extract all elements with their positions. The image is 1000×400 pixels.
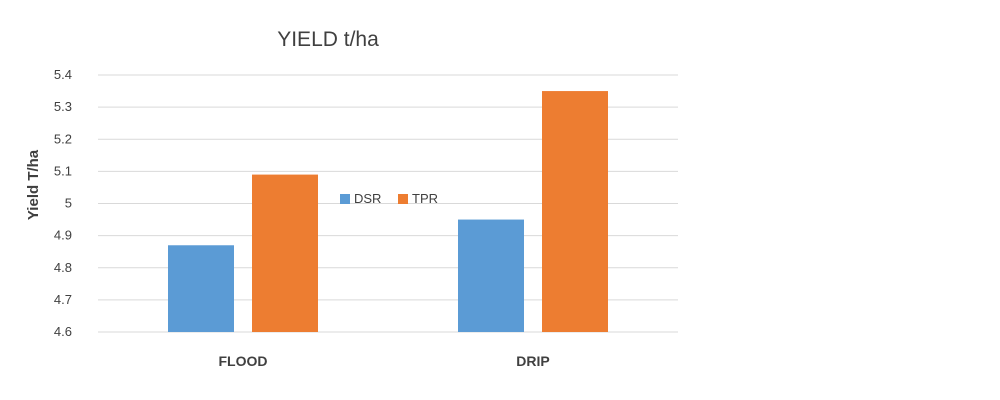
legend-label-tpr: TPR: [412, 191, 438, 206]
y-tick-label: 5.1: [54, 163, 72, 178]
legend: DSR TPR: [340, 191, 438, 206]
y-tick-label: 5.3: [54, 99, 72, 114]
bars: [168, 91, 608, 332]
bar-tpr-drip: [542, 91, 608, 332]
y-tick-label: 4.9: [54, 228, 72, 243]
x-category-label: FLOOD: [219, 353, 268, 369]
y-tick-label: 5: [65, 196, 72, 211]
y-axis-label: Yield T/ha: [25, 149, 42, 220]
y-tick-label: 4.6: [54, 324, 72, 339]
x-category-label: DRIP: [516, 353, 549, 369]
legend-label-dsr: DSR: [354, 191, 381, 206]
chart-title: YIELD t/ha: [277, 28, 379, 51]
legend-swatch-dsr: [340, 194, 350, 204]
bar-dsr-flood: [168, 245, 234, 332]
y-tick-label: 5.4: [54, 67, 72, 82]
x-axis-categories: FLOOD DRIP: [219, 353, 550, 369]
y-tick-label: 4.7: [54, 292, 72, 307]
legend-swatch-tpr: [398, 194, 408, 204]
y-axis-ticks: 4.6 4.7 4.8 4.9 5 5.1 5.2 5.3 5.4: [54, 67, 72, 339]
y-tick-label: 4.8: [54, 260, 72, 275]
y-tick-label: 5.2: [54, 131, 72, 146]
bar-tpr-flood: [252, 174, 318, 332]
bar-dsr-drip: [458, 219, 524, 332]
